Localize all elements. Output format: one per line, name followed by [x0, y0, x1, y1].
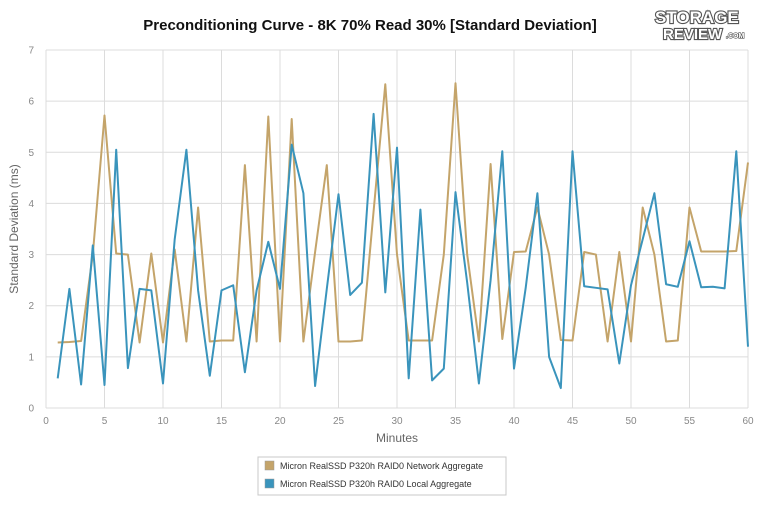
y-tick-label: 2: [28, 301, 34, 312]
x-tick-label: 15: [216, 416, 228, 427]
y-tick-label: 7: [28, 46, 34, 57]
x-tick-label: 50: [625, 416, 637, 427]
grid-lines: [45, 49, 749, 409]
x-tick-label: 25: [333, 416, 345, 427]
series-lines: [56, 82, 749, 390]
legend-label-local: Micron RealSSD P320h RAID0 Local Aggrega…: [280, 479, 472, 489]
legend-box: [257, 456, 507, 496]
legend-swatch-network: [264, 460, 275, 471]
x-tick-label: 20: [274, 416, 286, 427]
x-tick-label: 35: [450, 416, 462, 427]
x-tick-label: 60: [742, 416, 754, 427]
x-tick-label: 30: [391, 416, 403, 427]
x-axis-ticks: 0 5 10 15 20 25 30 35 40 45 50 55 60: [43, 416, 754, 427]
y-tick-label: 4: [28, 199, 34, 210]
y-tick-label: 1: [28, 352, 34, 363]
x-tick-label: 45: [567, 416, 579, 427]
x-tick-label: 10: [157, 416, 169, 427]
x-axis-label: Minutes: [376, 431, 418, 445]
legend-label-network: Micron RealSSD P320h RAID0 Network Aggre…: [280, 461, 483, 471]
storage-review-logo: STORAGE REVIEW .COM: [654, 7, 745, 44]
logo-suffix: .COM: [726, 33, 744, 40]
logo-line-1: STORAGE: [655, 8, 739, 27]
y-tick-label: 3: [28, 250, 34, 261]
logo-line-2: REVIEW: [663, 26, 723, 43]
y-axis-label: Standard Deviation (ms): [7, 164, 21, 293]
chart-title: Preconditioning Curve - 8K 70% Read 30% …: [143, 17, 596, 34]
y-tick-label: 0: [28, 404, 34, 415]
x-tick-label: 40: [508, 416, 520, 427]
x-tick-label: 55: [684, 416, 696, 427]
y-axis-ticks: 0 1 2 3 4 5 6 7: [28, 46, 34, 415]
series-line-local-aggregate: [56, 112, 749, 390]
legend-swatch-local: [264, 478, 275, 489]
legend: Micron RealSSD P320h RAID0 Network Aggre…: [257, 456, 507, 496]
x-tick-label: 0: [43, 416, 49, 427]
x-tick-label: 5: [102, 416, 108, 427]
y-tick-label: 6: [28, 97, 34, 108]
y-tick-label: 5: [28, 148, 34, 159]
